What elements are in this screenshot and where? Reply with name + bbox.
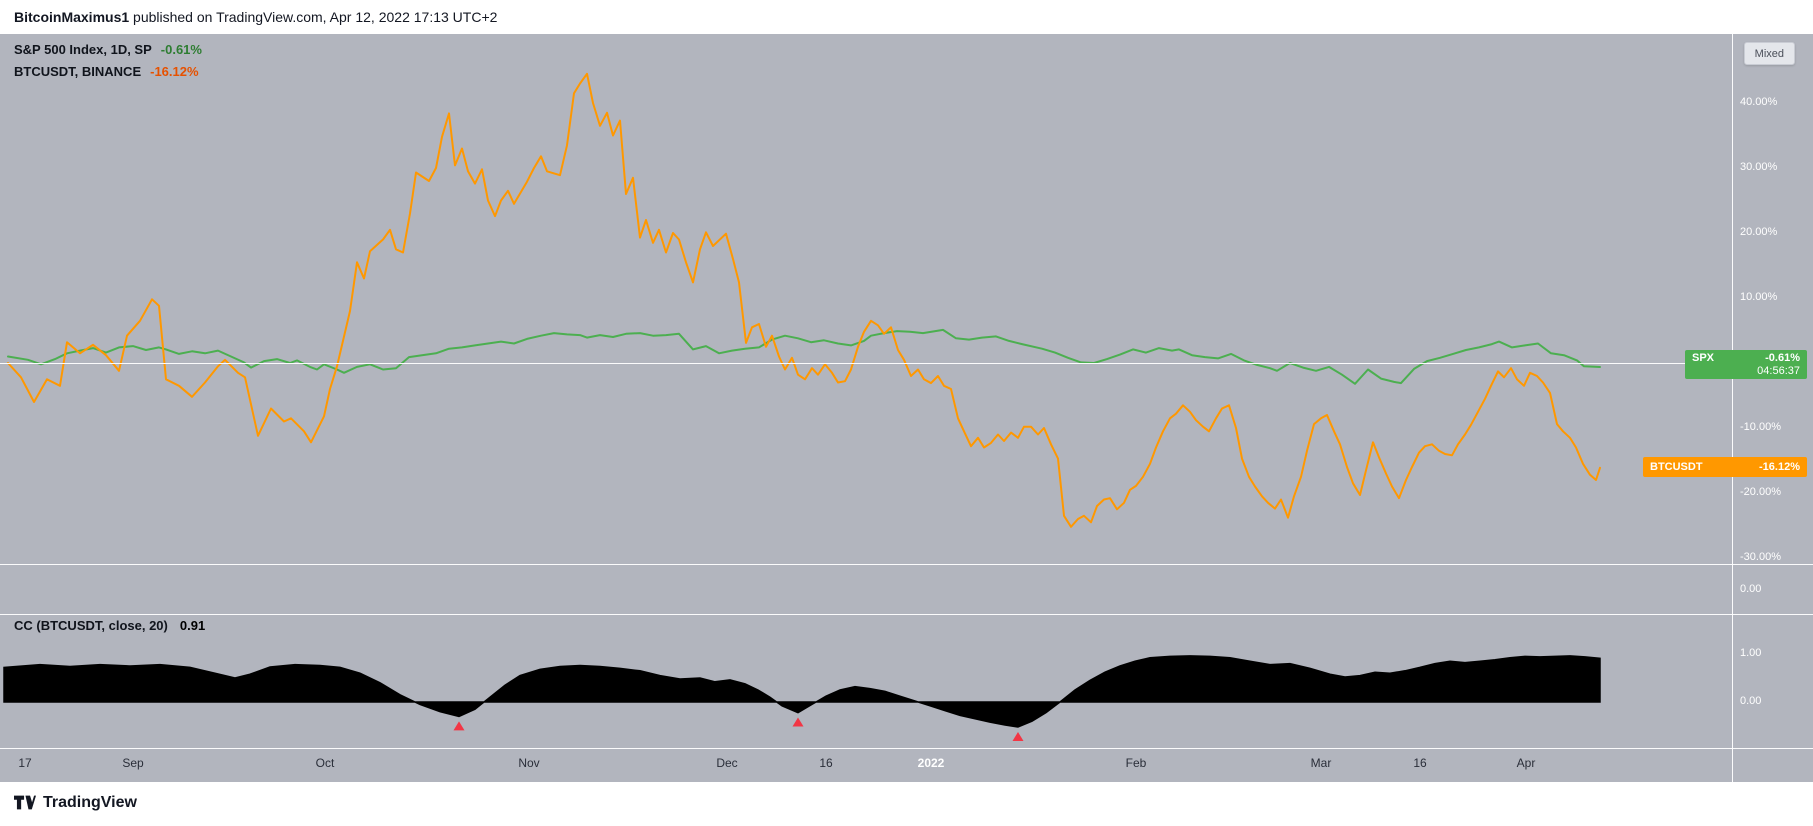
spx-symbol-label[interactable]: S&P 500 Index, 1D, SP: [14, 42, 152, 57]
tradingview-brand-link[interactable]: TradingView: [14, 793, 137, 812]
percent-scale-tick: 30.00%: [1740, 161, 1778, 173]
time-axis-label: Apr: [1516, 756, 1536, 770]
indicator-value: 0.91: [179, 618, 206, 633]
mixed-scale-button[interactable]: Mixed: [1743, 42, 1795, 65]
snapshot-header: BitcoinMaximus1 published on TradingView…: [0, 0, 1813, 34]
btc-badge-value: -16.12%: [1759, 461, 1800, 473]
btc-badge-symbol: BTCUSDT: [1650, 461, 1703, 473]
percent-scale-tick: 40.00%: [1740, 96, 1778, 108]
tradingview-brand-text: TradingView: [43, 793, 137, 811]
time-axis-label: Sep: [122, 756, 144, 770]
footer: TradingView: [0, 782, 1813, 826]
cc-signal-marker-icon: [792, 717, 804, 727]
time-axis-label-year: 2022: [917, 756, 945, 770]
chart-area[interactable]: S&P 500 Index, 1D, SP -0.61% BTCUSDT, BI…: [0, 34, 1813, 782]
main-legend: S&P 500 Index, 1D, SP -0.61% BTCUSDT, BI…: [14, 42, 202, 86]
legend-row-btc[interactable]: BTCUSDT, BINANCE -16.12%: [14, 64, 202, 86]
btc-change-value: -16.12%: [150, 64, 199, 79]
time-axis-label: 16: [1413, 756, 1427, 770]
pane-separator[interactable]: [0, 564, 1813, 565]
spx-line: [7, 328, 1601, 385]
cc-signal-marker-icon: [453, 721, 465, 731]
percent-scale-tick: -20.00%: [1740, 486, 1781, 498]
pane-separator: [0, 748, 1813, 749]
pane-separator[interactable]: [0, 614, 1813, 615]
price-scale-border: [1732, 34, 1733, 782]
btcusdt-line: [7, 72, 1601, 528]
percent-scale-tick: -10.00%: [1740, 421, 1781, 433]
spx-price-badge: SPX -0.61% 04:56:37: [1685, 350, 1807, 379]
btc-price-badge: BTCUSDT -16.12%: [1643, 457, 1807, 477]
spx-badge-symbol: SPX: [1692, 352, 1715, 364]
percent-scale-tick: 10.00%: [1740, 291, 1778, 303]
spx-badge-value: -0.61%: [1765, 352, 1800, 364]
chart-canvas: [3, 72, 1601, 741]
indicator-title[interactable]: CC (BTCUSDT, close, 20): [14, 618, 168, 633]
percent-scale-tick: 20.00%: [1740, 226, 1778, 238]
indicator-legend[interactable]: CC (BTCUSDT, close, 20) 0.91: [14, 618, 205, 633]
cc-signal-marker-icon: [1012, 731, 1024, 741]
percent-scale-tick: -30.00%: [1740, 551, 1781, 563]
cc-area-plot: [3, 655, 1601, 728]
collapsed-pane-tick: 0.00: [1740, 583, 1762, 595]
time-axis-label: Mar: [1310, 756, 1332, 770]
author-name: BitcoinMaximus1: [14, 9, 130, 25]
spx-badge-countdown: 04:56:37: [1757, 365, 1800, 377]
time-axis-label: Nov: [518, 756, 540, 770]
cc-scale-tick: 1.00: [1740, 647, 1762, 659]
cc-scale-tick: 0.00: [1740, 695, 1762, 707]
btc-symbol-label[interactable]: BTCUSDT, BINANCE: [14, 64, 142, 79]
time-axis-label: 16: [819, 756, 833, 770]
time-axis-label: Feb: [1125, 756, 1147, 770]
zero-percent-line: [0, 363, 1732, 364]
spx-change-value: -0.61%: [160, 42, 202, 57]
publish-info: BitcoinMaximus1 published on TradingView…: [14, 9, 497, 25]
legend-row-spx[interactable]: S&P 500 Index, 1D, SP -0.61%: [14, 42, 202, 64]
time-axis-label: Oct: [315, 756, 335, 770]
time-axis-label: Dec: [716, 756, 738, 770]
publish-details: published on TradingView.com, Apr 12, 20…: [129, 9, 498, 25]
tradingview-logo-icon: [14, 795, 36, 810]
time-axis-label: 17: [18, 756, 32, 770]
